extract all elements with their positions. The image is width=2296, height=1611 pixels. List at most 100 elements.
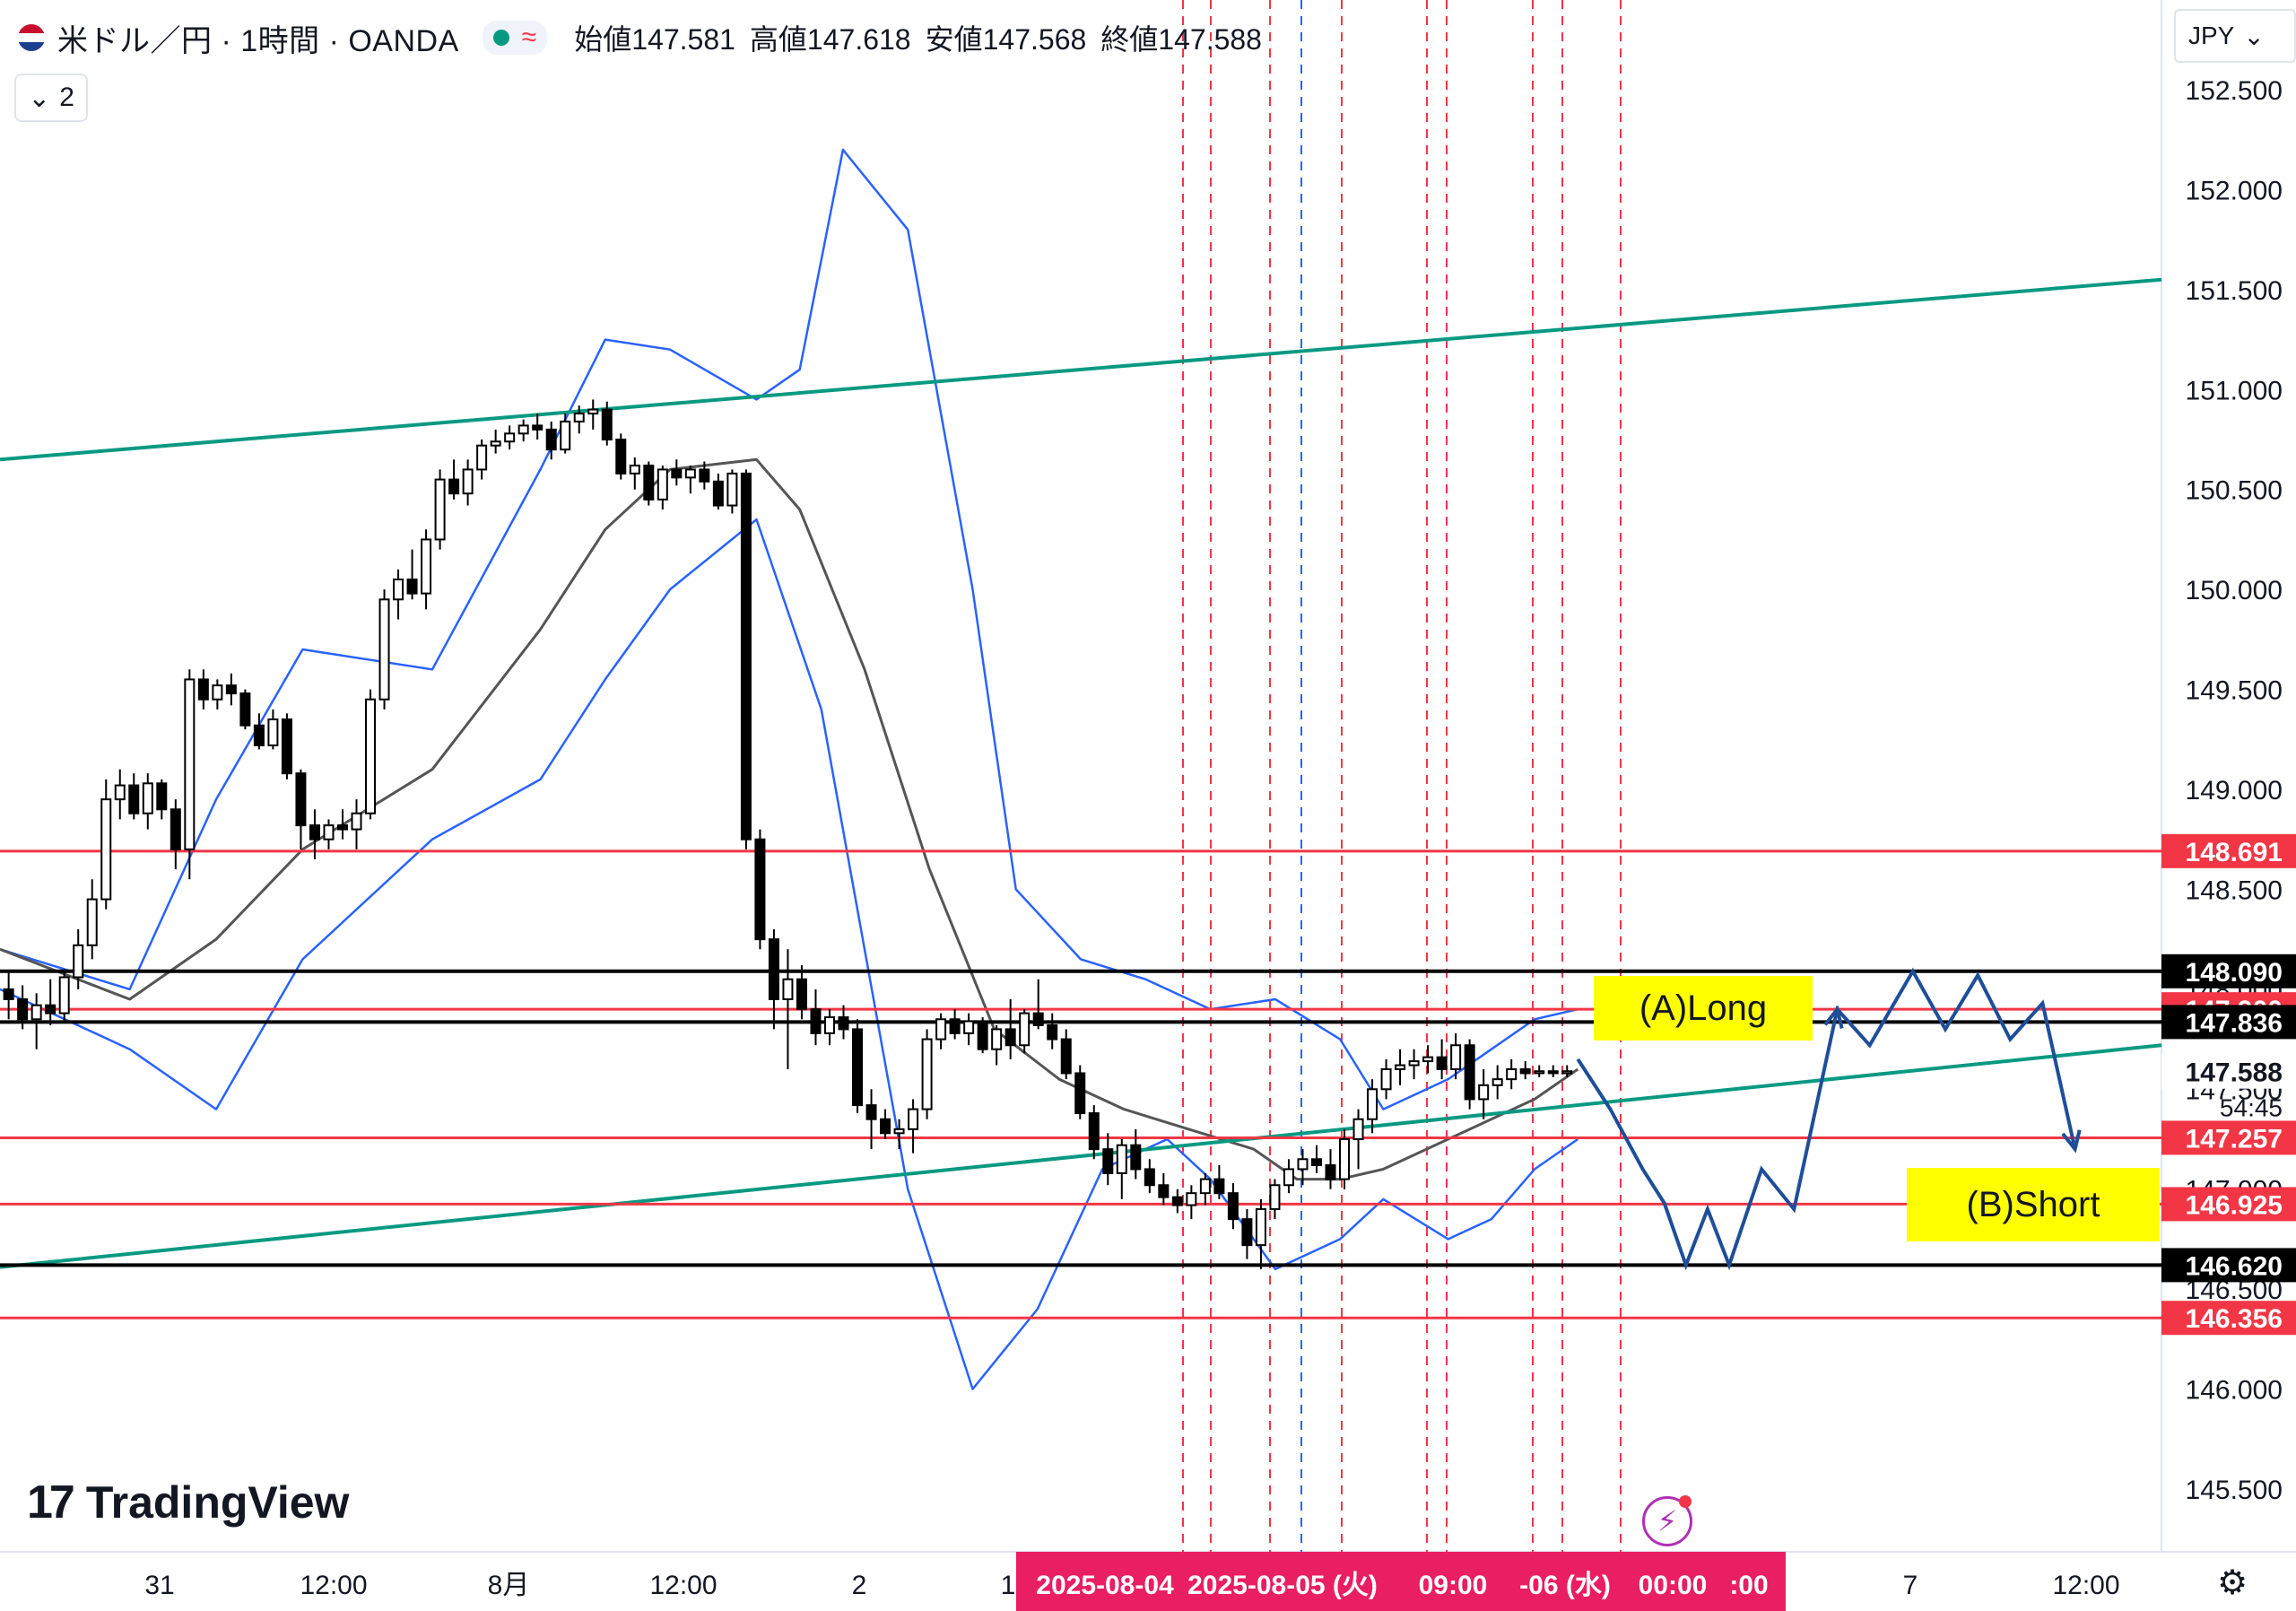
projection-arrowhead-up xyxy=(1823,1005,1844,1029)
candle-body xyxy=(699,468,710,483)
candle-body xyxy=(309,824,320,840)
candle-body xyxy=(1060,1038,1072,1075)
candle-body xyxy=(225,684,237,695)
level-label-147.257: 147.257 xyxy=(2186,1124,2283,1154)
lightning-icon[interactable]: ⚡ xyxy=(1642,1495,1692,1546)
time-tick-label: 12:00 xyxy=(300,1571,367,1600)
projection-arrows xyxy=(1576,967,2082,1271)
gear-icon[interactable]: ⚙ xyxy=(2217,1564,2248,1602)
price-axis-bg xyxy=(2161,0,2296,1611)
candle-body xyxy=(17,998,29,1021)
chart-header: 米ドル／円 · 1時間 · OANDA ≈ 始値147.581 高値147.61… xyxy=(18,13,1262,63)
level-label-147.588: 147.588 xyxy=(2186,1058,2283,1088)
candle-body xyxy=(754,838,766,941)
candle-body xyxy=(684,468,696,479)
tradingview-wordmark: TradingView xyxy=(85,1477,350,1528)
chevron-down-icon: ⌄ xyxy=(2243,22,2265,50)
candle-body xyxy=(573,413,585,422)
trendlines xyxy=(0,277,2162,1269)
candle-body xyxy=(1352,1118,1364,1140)
high-value: 147.618 xyxy=(806,23,911,56)
level-label-bg xyxy=(2161,954,2296,988)
price-tick-label: 148.500 xyxy=(2186,875,2283,905)
candle-body xyxy=(1464,1044,1475,1101)
status-badges[interactable]: ≈ xyxy=(482,21,548,55)
candle-body xyxy=(281,718,292,775)
trendline-0 xyxy=(0,277,2162,462)
level-label-148.691: 148.691 xyxy=(2186,838,2283,867)
low-label: 安値 xyxy=(925,23,983,56)
crosshair-date-label: :00 xyxy=(1729,1571,1768,1600)
trendline-1 xyxy=(0,1043,2162,1269)
candle-body xyxy=(406,579,418,595)
time-axis: 31 12:00 8月 12:00 2 1 7 12:00 2025-08-04 2025-08-… xyxy=(144,1552,2120,1611)
low-value: 147.568 xyxy=(982,23,1087,56)
time-tick-label: 31 xyxy=(144,1571,174,1600)
price-tick-label: 150.500 xyxy=(2186,476,2283,506)
level-label-bg xyxy=(2161,1054,2296,1089)
candle-body xyxy=(740,472,752,840)
symbol-title[interactable]: 米ドル／円 · 1時間 · OANDA xyxy=(57,23,459,58)
candle-body xyxy=(1171,1196,1183,1206)
candle-body xyxy=(643,464,655,501)
notification-dot-icon xyxy=(1679,1495,1692,1508)
close-label: 終値 xyxy=(1100,23,1159,56)
candle-body xyxy=(977,1020,988,1050)
price-tick-label: 149.000 xyxy=(2186,776,2283,806)
indicator-count: 2 xyxy=(59,83,74,112)
candle-body xyxy=(963,1020,975,1034)
price-tick-label: 150.000 xyxy=(2186,576,2283,605)
candle-body xyxy=(1213,1178,1225,1195)
candle-body xyxy=(935,1018,947,1041)
candle-body xyxy=(810,1008,822,1034)
candle-body xyxy=(823,1016,835,1034)
price-tick-label: 149.500 xyxy=(2186,676,2283,706)
crosshair-date-label: 2025-08-04 xyxy=(1036,1571,1174,1600)
level-label-146.356: 146.356 xyxy=(2186,1304,2283,1334)
countdown-label: 54:45 xyxy=(2220,1094,2283,1122)
currency-button[interactable]: JPY ⌄ xyxy=(2174,9,2296,63)
bollinger-upper-line xyxy=(0,148,1578,1110)
candlesticks xyxy=(3,399,1573,1269)
candle-body xyxy=(3,988,14,1001)
candle-body xyxy=(462,468,474,495)
candle-body xyxy=(365,698,377,814)
open-label: 始値 xyxy=(574,23,632,56)
candle-body xyxy=(393,579,404,601)
candle-body xyxy=(615,439,627,475)
candle-body xyxy=(629,464,640,475)
usdjpy-flag-icon xyxy=(18,24,45,51)
price-tick-label: 146.000 xyxy=(2186,1376,2283,1406)
candle-body xyxy=(712,480,724,507)
candle-body xyxy=(1283,1168,1294,1187)
candle-body xyxy=(991,1028,1003,1050)
crosshair-date-label-bg xyxy=(1016,1552,1786,1611)
candle-body xyxy=(86,898,98,946)
currency-label: JPY xyxy=(2188,22,2235,49)
candle-body xyxy=(893,1128,905,1135)
candle-body xyxy=(100,798,112,901)
price-tick-label: 152.000 xyxy=(2186,176,2283,205)
candle-body xyxy=(908,1108,919,1130)
candle-body xyxy=(378,598,390,701)
candle-body xyxy=(212,684,223,701)
annotation-long: (A)Long xyxy=(1594,976,1813,1041)
tradingview-logo[interactable]: 17 TradingView xyxy=(27,1476,349,1529)
price-tick-label: 151.000 xyxy=(2186,376,2283,405)
candle-body xyxy=(351,812,362,831)
candle-body xyxy=(323,824,335,840)
horizontal-levels xyxy=(0,849,2161,1319)
price-tick-label: 151.500 xyxy=(2186,276,2283,306)
indicator-collapse-button[interactable]: ⌄ 2 xyxy=(14,74,88,122)
candle-body xyxy=(504,432,516,443)
candle-body xyxy=(30,1004,42,1021)
candle-body xyxy=(73,944,84,979)
candle-body xyxy=(545,428,557,451)
candle-body xyxy=(1227,1192,1239,1221)
candle-body xyxy=(1088,1112,1100,1151)
candle-body xyxy=(490,440,501,447)
candle-body xyxy=(1367,1088,1378,1120)
candle-body xyxy=(532,424,544,431)
